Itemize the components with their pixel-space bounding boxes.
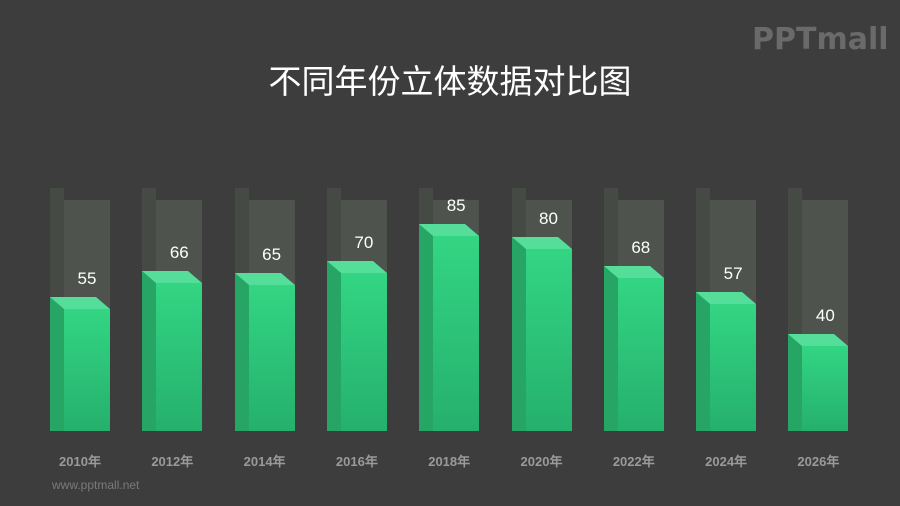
x-axis-label: 2026年 (797, 454, 840, 469)
x-axis-label: 2014年 (243, 454, 286, 469)
bar-fill-top (326, 260, 387, 273)
bar-value-label: 65 (262, 245, 282, 265)
bar-fill-front (525, 248, 572, 431)
x-axis-label: 2020年 (520, 454, 563, 469)
x-axis-label: 2016年 (335, 454, 378, 469)
x-axis-label: 2024年 (705, 454, 748, 469)
bar-fill-side (511, 236, 526, 431)
bar-fill-side (419, 224, 434, 431)
bar-fill-front (710, 304, 757, 431)
bar-value-label: 66 (169, 242, 189, 262)
bar-fill-front (617, 277, 664, 431)
bar-fill-side (603, 265, 618, 431)
chart-title: 不同年份立体数据对比图 (268, 62, 632, 101)
bar-value-label: 55 (77, 269, 97, 289)
bar-value-label: 80 (539, 208, 558, 228)
x-axis-label: 2012年 (151, 454, 194, 469)
bar-value-label: 68 (631, 237, 651, 257)
bar-fill-side (142, 270, 157, 431)
bar-fill-top (234, 273, 295, 286)
bar-fill-side (234, 273, 249, 431)
bar-fill-top (142, 270, 203, 283)
bar-fill-top (50, 297, 110, 310)
bar-fill-top (696, 292, 757, 305)
bar-fill-front (340, 272, 387, 431)
bar-fill-front (64, 309, 110, 431)
bar-fill-top (603, 265, 664, 278)
bar-fill-front (156, 282, 203, 431)
bar-fill-front (802, 345, 849, 431)
bar-fill-top (511, 236, 572, 249)
footer-url: www.pptmall.net (52, 478, 140, 492)
bar-value-label: 40 (815, 305, 835, 325)
x-axis-label: 2010年 (59, 454, 101, 469)
bar-fill-front (248, 285, 295, 431)
bar-fill-side (696, 292, 711, 431)
brand-logo: PPTmall (752, 22, 889, 57)
bar-fill-side (50, 297, 64, 431)
x-axis-label: 2018年 (428, 454, 471, 469)
bar-fill-side (326, 260, 341, 431)
bar-value-label: 85 (446, 196, 466, 216)
bar-fill-top (419, 224, 480, 237)
bar-fill-side (788, 333, 803, 431)
bar-fill-top (788, 333, 849, 346)
bar-value-label: 70 (354, 232, 374, 252)
bar-fill-front (433, 236, 480, 431)
bar-value-label: 57 (723, 264, 743, 284)
x-axis-label: 2022年 (612, 454, 655, 469)
